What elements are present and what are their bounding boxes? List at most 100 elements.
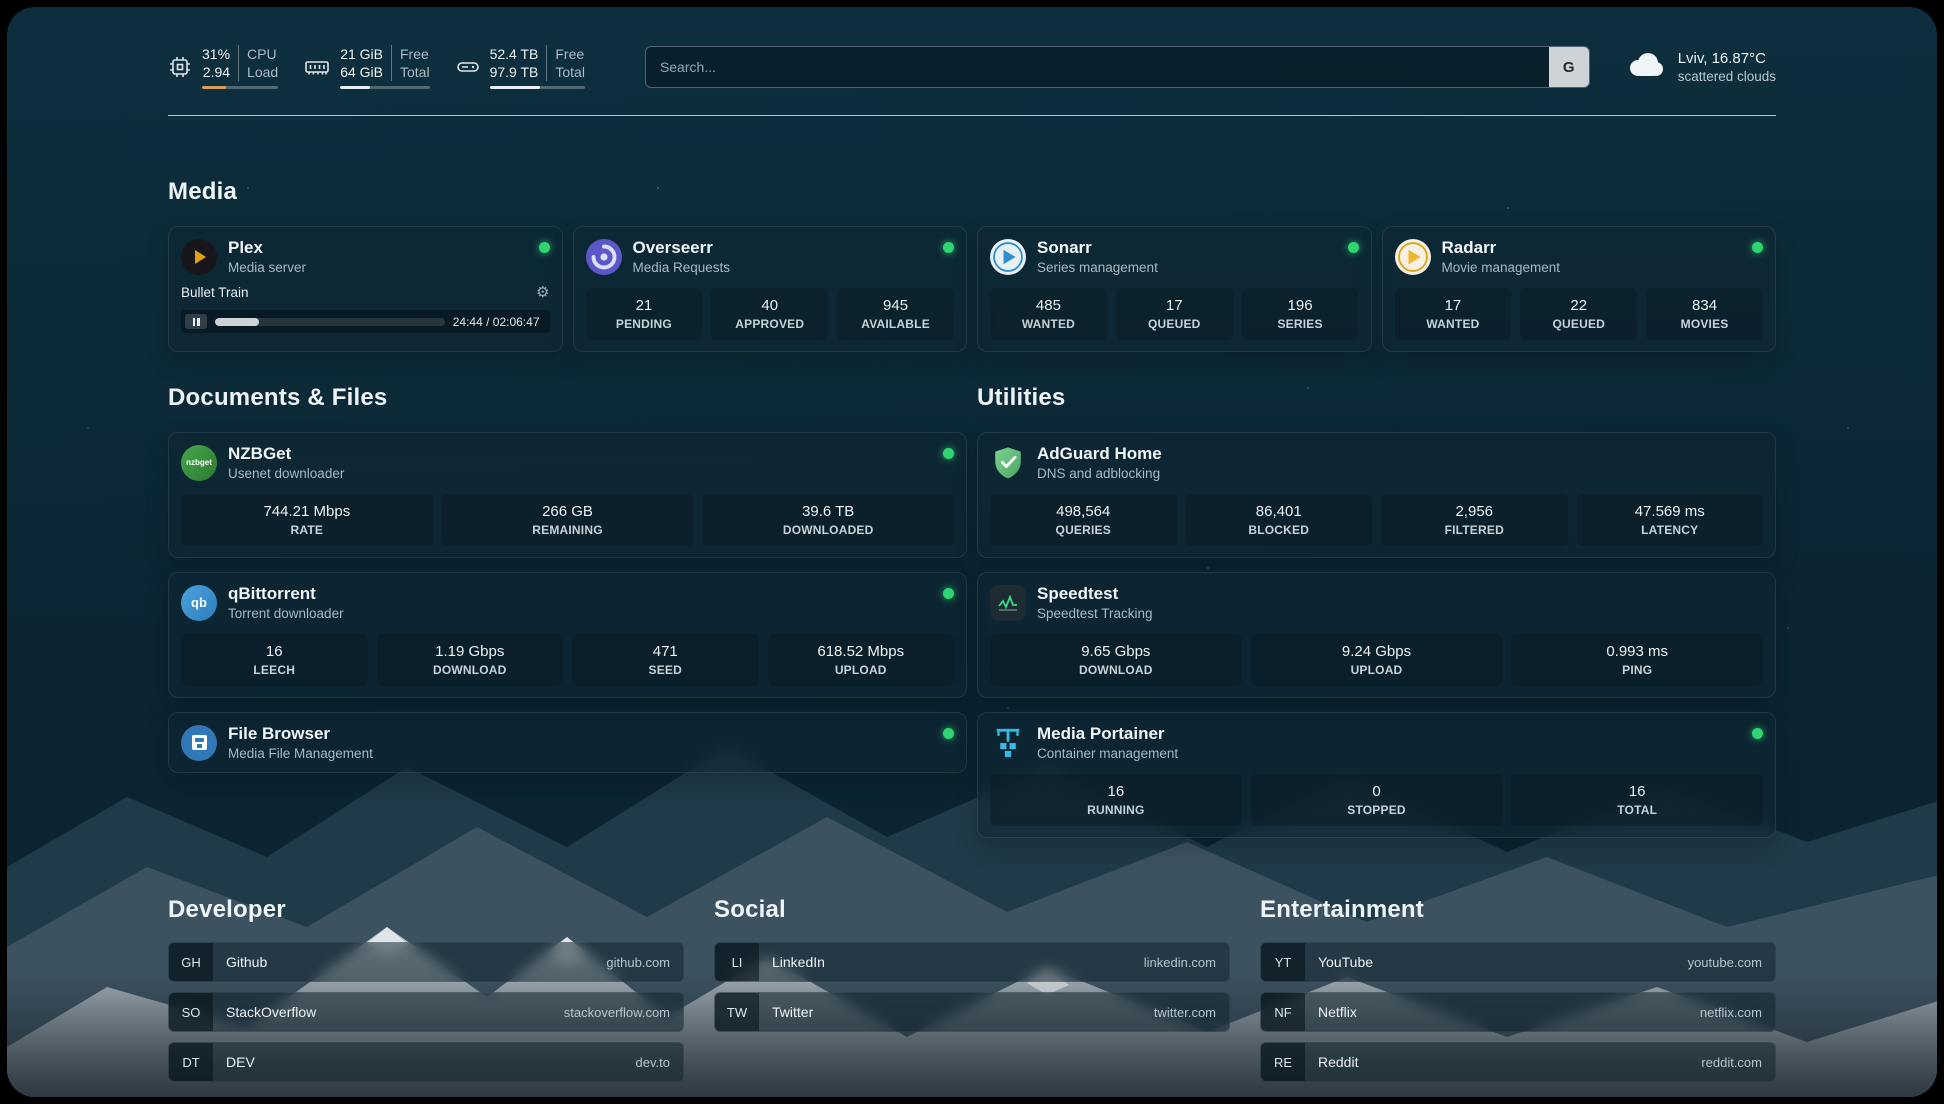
stat-label: QUERIES (1055, 523, 1111, 537)
stat-value: 471 (652, 643, 678, 660)
bookmark-youtube[interactable]: YT YouTube youtube.com (1260, 942, 1776, 982)
service-card-portainer[interactable]: Media Portainer Container management 16 … (977, 712, 1776, 838)
utilities-column: Utilities (977, 384, 1776, 838)
search-go-button[interactable]: G (1548, 47, 1589, 87)
search-bar: G (644, 46, 1590, 88)
service-card-adguard[interactable]: AdGuard Home DNS and adblocking 498,564 … (977, 432, 1776, 558)
stat-value: 1.19 Gbps (435, 643, 505, 660)
service-subtitle: Torrent downloader (228, 606, 344, 621)
service-card-qbittorrent[interactable]: qb qBittorrent Torrent downloader 16 (168, 572, 967, 698)
plex-icon (181, 238, 217, 275)
bookmark-group-developer: Developer GH Github github.com SO StackO… (168, 896, 684, 1082)
stat-block: 40 APPROVED (711, 288, 829, 340)
bookmark-reddit[interactable]: RE Reddit reddit.com (1260, 1042, 1776, 1082)
stat-block: 39.6 TB DOWNLOADED (702, 494, 955, 546)
bookmark-url: github.com (606, 954, 670, 970)
cpu-usage-label: CPU (247, 46, 277, 62)
cpu-usage-bar (202, 86, 279, 89)
bookmark-dev[interactable]: DT DEV dev.to (168, 1042, 684, 1082)
playback-bar: 24:44 / 02:06:47 (181, 310, 550, 333)
status-dot (943, 242, 954, 253)
bookmark-name: DEV (226, 1054, 255, 1070)
memory-widget: 21 GiB 64 GiB Free Total (304, 45, 430, 89)
status-dot (943, 588, 954, 599)
stat-block: 17 WANTED (1394, 288, 1512, 340)
stat-block: 498,564 QUERIES (990, 494, 1177, 546)
service-card-plex[interactable]: Plex Media server Bullet Train ⚙ 24:44 /… (168, 226, 563, 352)
service-name: NZBGet (228, 444, 292, 463)
bookmark-url: reddit.com (1701, 1054, 1762, 1070)
dashboard-content: 31% 2.94 CPU Load (168, 7, 1776, 1097)
section-title-media: Media (168, 178, 238, 205)
header-divider (168, 115, 1776, 116)
stat-value: 39.6 TB (802, 503, 855, 520)
bookmark-name: Reddit (1318, 1054, 1359, 1070)
service-card-sonarr[interactable]: Sonarr Series management 485 WANTED 17 Q… (977, 226, 1372, 352)
stat-label: RUNNING (1087, 803, 1145, 817)
stat-block: 16 RUNNING (990, 774, 1242, 826)
bookmark-name: StackOverflow (226, 1004, 317, 1020)
search-input[interactable] (644, 46, 1590, 88)
bookmark-abbr: YT (1261, 943, 1305, 981)
service-subtitle: Media File Management (228, 746, 373, 761)
bookmark-abbr: DT (169, 1043, 213, 1081)
stat-label: UPLOAD (834, 663, 887, 677)
stat-block: 196 SERIES (1241, 288, 1359, 340)
stat-block: 0.993 ms PING (1511, 634, 1764, 686)
service-name: qBittorrent (228, 584, 316, 603)
service-subtitle: DNS and adblocking (1037, 466, 1161, 481)
stat-label: FILTERED (1444, 523, 1504, 537)
service-name: Plex (228, 238, 263, 257)
service-subtitle: Media Requests (632, 260, 731, 275)
memory-total-label: Total (400, 64, 430, 80)
cpu-icon (168, 55, 192, 79)
stat-block: 9.65 Gbps DOWNLOAD (990, 634, 1242, 686)
service-card-overseerr[interactable]: Overseerr Media Requests 21 PENDING 40 A… (572, 226, 967, 352)
memory-total-value: 64 GiB (340, 64, 383, 80)
bookmark-netflix[interactable]: NF Netflix netflix.com (1260, 992, 1776, 1032)
stat-label: WANTED (1021, 317, 1076, 331)
stat-label: APPROVED (735, 317, 805, 331)
stat-label: AVAILABLE (861, 317, 930, 331)
stat-label: SERIES (1277, 317, 1323, 331)
status-dot (943, 448, 954, 459)
stat-value: 22 (1570, 297, 1588, 314)
stat-value: 0.993 ms (1606, 643, 1669, 660)
gear-icon[interactable]: ⚙ (536, 284, 550, 301)
stat-block: 86,401 BLOCKED (1185, 494, 1372, 546)
service-card-filebrowser[interactable]: File Browser Media File Management (168, 712, 967, 773)
service-card-speedtest[interactable]: Speedtest Speedtest Tracking 9.65 Gbps D… (977, 572, 1776, 698)
stat-block: 22 QUEUED (1520, 288, 1638, 340)
stat-value: 498,564 (1056, 503, 1111, 520)
playback-progress-track[interactable] (215, 317, 445, 326)
stat-label: BLOCKED (1248, 523, 1310, 537)
stat-label: SEED (648, 663, 682, 677)
section-title-social: Social (714, 896, 786, 923)
service-subtitle: Media server (228, 260, 307, 275)
stat-value: 47.569 ms (1634, 503, 1705, 520)
bookmark-github[interactable]: GH Github github.com (168, 942, 684, 982)
bookmark-linkedin[interactable]: LI LinkedIn linkedin.com (714, 942, 1230, 982)
disk-total-label: Total (555, 64, 585, 80)
status-dot (1752, 728, 1763, 739)
stat-label: DOWNLOAD (432, 663, 507, 677)
bookmark-abbr: SO (169, 993, 213, 1031)
service-card-radarr[interactable]: Radarr Movie management 17 WANTED 22 QUE… (1381, 226, 1776, 352)
stat-value: 0 (1372, 783, 1381, 800)
stat-label: REMAINING (532, 523, 603, 537)
service-card-nzbget[interactable]: nzbget NZBGet Usenet downloader 744.21 M… (168, 432, 967, 558)
documents-column: Documents & Files nzbget NZBGet Usenet d… (168, 384, 967, 838)
bookmark-abbr: TW (715, 993, 759, 1031)
stat-value: 16 (265, 643, 283, 660)
service-name: Radarr (1441, 238, 1497, 257)
playback-time: 24:44 / 02:06:47 (452, 314, 540, 329)
cloud-icon (1624, 50, 1666, 85)
service-name: File Browser (228, 724, 331, 743)
disk-widget: 52.4 TB 97.9 TB Free Total (456, 45, 585, 89)
pause-button[interactable] (185, 314, 207, 329)
stat-block: 744.21 Mbps RATE (181, 494, 433, 546)
bookmark-stackoverflow[interactable]: SO StackOverflow stackoverflow.com (168, 992, 684, 1032)
stat-label: QUEUED (1552, 317, 1606, 331)
bookmark-twitter[interactable]: TW Twitter twitter.com (714, 992, 1230, 1032)
stat-value: 9.65 Gbps (1081, 643, 1151, 660)
